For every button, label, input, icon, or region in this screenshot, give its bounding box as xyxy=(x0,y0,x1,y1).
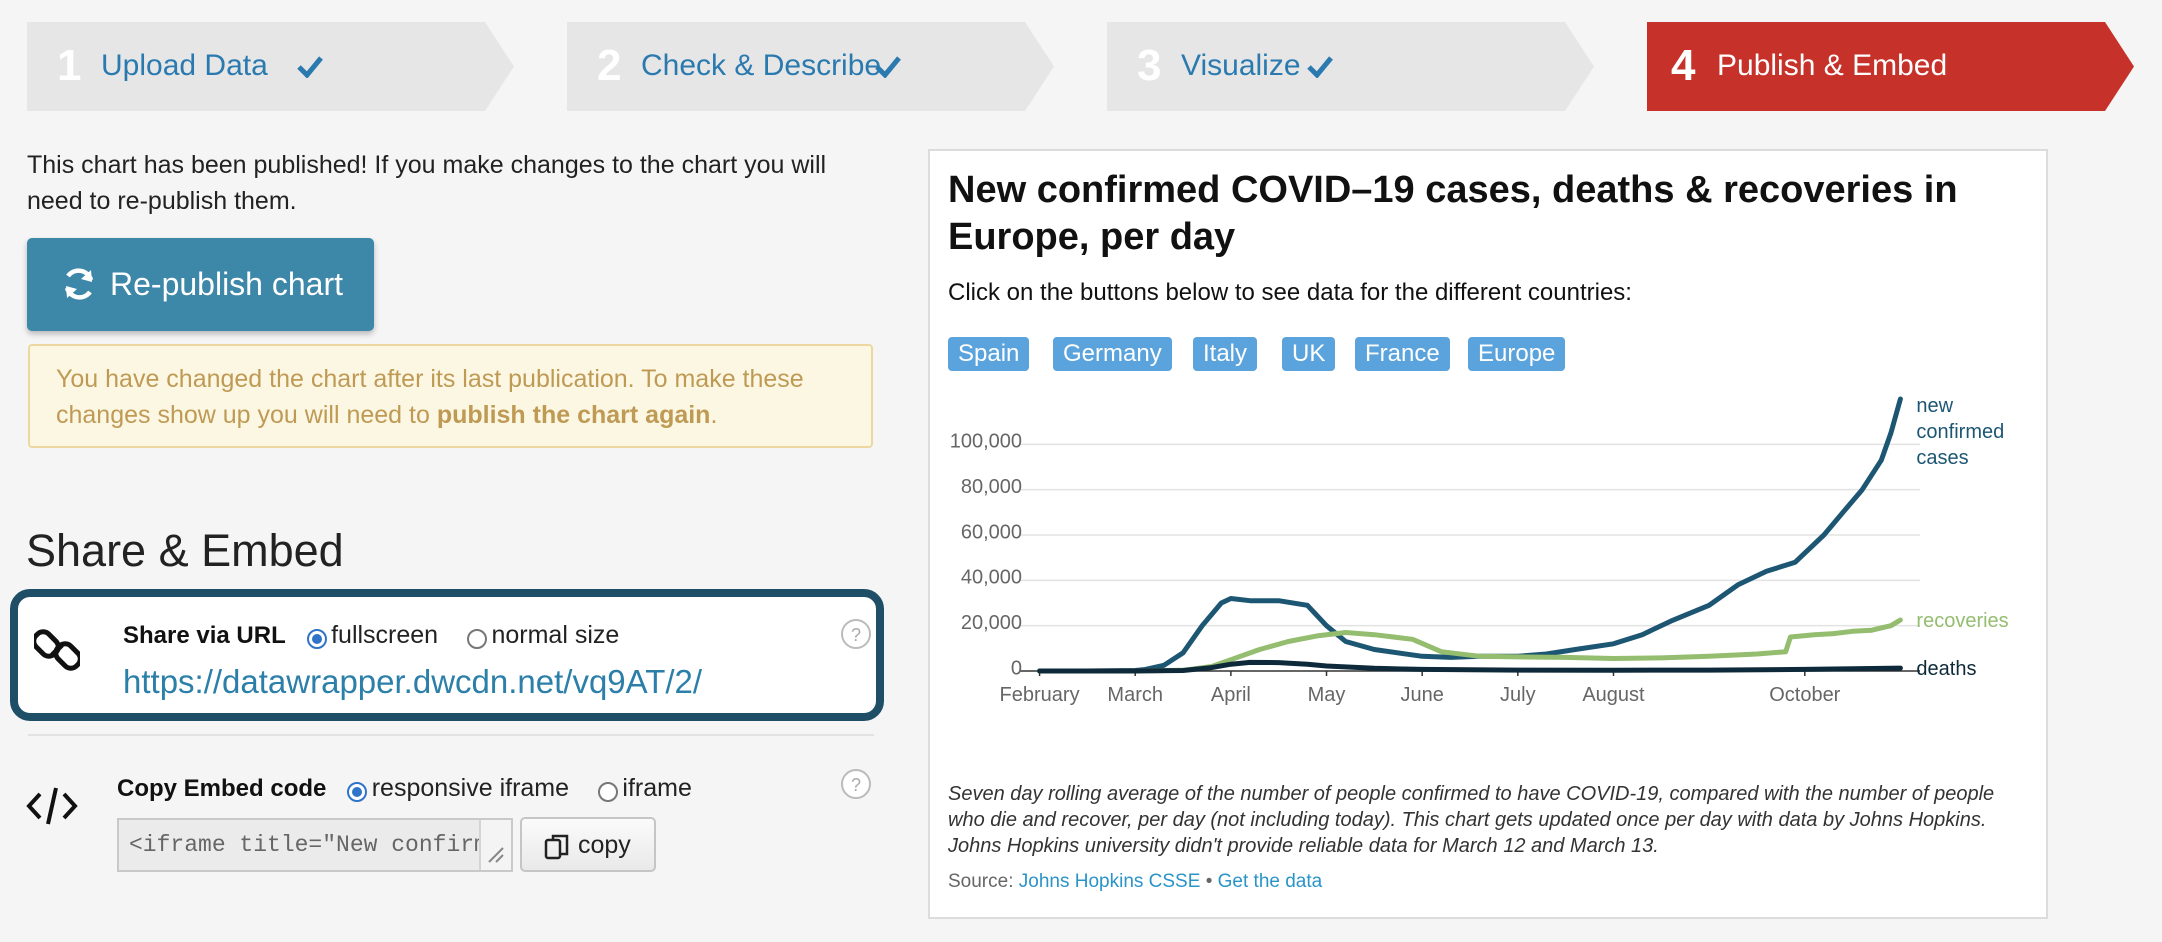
filter-button-germany[interactable]: Germany xyxy=(1053,337,1172,371)
step-arrow-shape xyxy=(1647,22,2134,111)
filter-button-italy[interactable]: Italy xyxy=(1193,337,1258,371)
step-check-describe[interactable]: 2 Check & Describe xyxy=(567,22,1054,111)
filter-button-europe[interactable]: Europe xyxy=(1468,337,1566,371)
warning-text: You have changed the chart after its las… xyxy=(56,365,804,429)
y-tick-label: 20,000 xyxy=(961,612,1022,634)
warning-end: . xyxy=(710,401,718,429)
line-chart: 0 20,000 40,000 60,000 80,000 100,000 February… xyxy=(950,395,2009,706)
series-label: recoveries xyxy=(1916,610,2008,632)
y-tick-label: 80,000 xyxy=(961,476,1022,498)
chart-preview: New confirmed COVID–19 cases, deaths & r… xyxy=(928,149,2048,919)
step-label: Upload Data xyxy=(101,49,268,82)
x-tick-label: October xyxy=(1769,684,1840,706)
republish-label: Re-publish chart xyxy=(110,266,343,302)
source-link[interactable]: Johns Hopkins CSSE xyxy=(1018,871,1201,892)
series-line-deaths xyxy=(1037,659,1903,674)
copy-button-label: copy xyxy=(578,831,631,859)
y-tick-label: 60,000 xyxy=(961,521,1022,543)
embed-code-options: Copy Embed code responsive iframe iframe xyxy=(117,774,692,803)
y-tick-label: 40,000 xyxy=(961,567,1022,589)
copy-embed-code-button[interactable]: copy xyxy=(520,817,656,872)
series-label: cases xyxy=(1916,447,1968,469)
warning-bold-text: publish the chart again xyxy=(436,401,711,429)
step-arrow-shape xyxy=(567,22,1054,111)
series-line-recoveries xyxy=(1037,617,1903,674)
step-publish-embed[interactable]: 4 Publish & Embed xyxy=(1647,22,2134,111)
y-tick-label: 100,000 xyxy=(950,431,1022,453)
embed-help-icon[interactable]: ? xyxy=(841,769,871,799)
x-tick-label: July xyxy=(1500,684,1536,706)
chart-source: Source: Johns Hopkins CSSE • Get the dat… xyxy=(948,871,1322,893)
chart-intro: Click on the buttons below to see data f… xyxy=(948,279,1632,306)
share-url-options: Share via URL fullscreen normal size xyxy=(123,621,619,650)
source-separator: • xyxy=(1205,871,1213,892)
step-arrow-shape xyxy=(27,22,514,111)
fullscreen-radio[interactable] xyxy=(306,628,327,649)
iframe-option-label[interactable]: iframe xyxy=(622,774,692,802)
filter-button-uk[interactable]: UK xyxy=(1282,337,1336,371)
chart-notes: Seven day rolling average of the number … xyxy=(948,783,1995,857)
embed-code-value: <iframe title="New confirmed xyxy=(129,832,513,858)
copy-icon xyxy=(544,834,569,860)
series-label: confirmed xyxy=(1916,421,2004,443)
source-prefix: Source: xyxy=(948,871,1014,892)
share-url-panel: Share via URL fullscreen normal size htt… xyxy=(10,589,884,721)
x-tick-label: August xyxy=(1582,684,1645,706)
link-icon xyxy=(34,629,80,671)
series-label: deaths xyxy=(1916,658,1976,680)
share-url-link[interactable]: https://datawrapper.dwcdn.net/vq9AT/2/ xyxy=(123,663,703,700)
checkmark-icon xyxy=(875,56,901,78)
share-url-label: Share via URL xyxy=(123,622,286,649)
normal-size-radio[interactable] xyxy=(467,628,487,649)
resize-grip-icon xyxy=(488,847,504,863)
embed-code-field[interactable]: <iframe title="New confirmed xyxy=(117,818,513,872)
step-arrow-shape xyxy=(1107,22,1594,111)
x-tick-label: February xyxy=(1000,684,1080,706)
x-tick-label: May xyxy=(1308,684,1346,706)
share-embed-heading: Share & Embed xyxy=(26,525,344,576)
step-number: 4 xyxy=(1671,41,1696,90)
x-tick-label: June xyxy=(1400,684,1443,706)
step-label: Visualize xyxy=(1181,49,1301,82)
refresh-icon xyxy=(64,268,94,300)
responsive-iframe-radio[interactable] xyxy=(347,781,368,802)
resize-handle[interactable] xyxy=(479,820,511,870)
step-label: Publish & Embed xyxy=(1717,49,1948,82)
embed-code-label: Copy Embed code xyxy=(117,775,327,802)
step-number: 1 xyxy=(57,41,82,90)
iframe-radio[interactable] xyxy=(597,781,618,802)
checkmark-icon xyxy=(1307,56,1333,78)
section-divider xyxy=(28,734,874,736)
fullscreen-option-label[interactable]: fullscreen xyxy=(331,621,439,649)
filter-button-spain[interactable]: Spain xyxy=(948,337,1030,371)
get-data-link[interactable]: Get the data xyxy=(1217,871,1323,892)
chart-title: New confirmed COVID–19 cases, deaths & r… xyxy=(948,169,1958,258)
republish-chart-button[interactable]: Re-publish chart xyxy=(27,238,374,331)
step-number: 2 xyxy=(597,41,622,90)
republish-warning: You have changed the chart after its las… xyxy=(28,344,873,448)
x-tick-label: March xyxy=(1107,684,1163,706)
checkmark-icon xyxy=(297,56,323,78)
x-tick-label: April xyxy=(1211,684,1251,706)
responsive-iframe-option-label[interactable]: responsive iframe xyxy=(371,774,570,802)
step-upload-data[interactable]: 1 Upload Data xyxy=(27,22,514,111)
y-tick-label: 0 xyxy=(1011,657,1022,679)
filter-button-france[interactable]: France xyxy=(1355,337,1450,371)
published-message: This chart has been published! If you ma… xyxy=(27,151,827,215)
normal-size-option-label[interactable]: normal size xyxy=(491,621,620,649)
step-number: 3 xyxy=(1137,41,1162,90)
step-label: Check & Describe xyxy=(641,49,882,82)
share-help-icon[interactable]: ? xyxy=(841,619,871,649)
step-visualize[interactable]: 3 Visualize xyxy=(1107,22,1594,111)
series-label: new xyxy=(1916,395,1953,417)
code-icon xyxy=(26,787,78,825)
